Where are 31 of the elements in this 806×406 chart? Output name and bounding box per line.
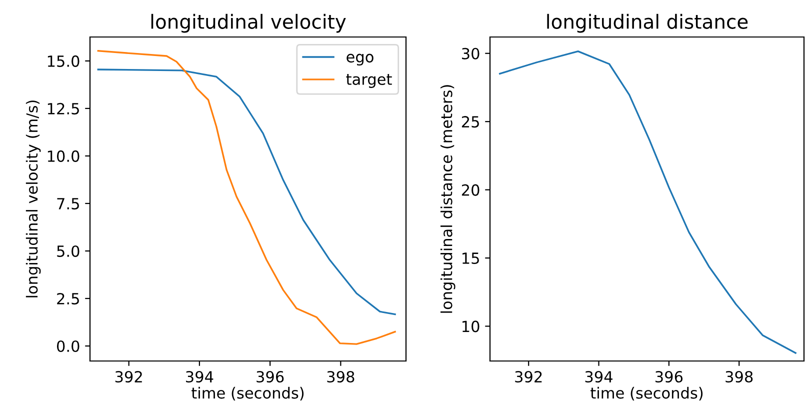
x-tick-label: 392: [515, 370, 542, 383]
y-tick-label: 20: [462, 184, 480, 196]
x-axis-title: time (seconds): [192, 386, 304, 401]
x-tick-label: 394: [186, 370, 214, 383]
x-tick-label: 396: [656, 370, 683, 383]
y-tick-label: 2.5: [57, 292, 79, 304]
x-tick-label: 398: [327, 370, 354, 383]
y-tick-label: 7.5: [57, 198, 79, 210]
line-series: [97, 50, 396, 345]
y-tick-label: 10: [462, 320, 480, 332]
legend-label: ego: [346, 54, 374, 66]
x-axis-title: time (seconds): [590, 386, 703, 401]
line-series: [498, 50, 796, 354]
x-tick-label: 398: [726, 370, 753, 383]
x-tick-label: 392: [115, 370, 142, 383]
chart-title: longitudinal velocity: [151, 14, 346, 33]
y-tick-label: 15: [462, 252, 479, 264]
y-tick-label: 0.0: [56, 340, 80, 352]
y-tick-label: 25: [462, 116, 479, 128]
line-series: [97, 68, 396, 316]
x-tick-label: 396: [256, 370, 284, 383]
y-axis-title: longitudinal velocity (m/s): [26, 100, 41, 298]
chart-title: longitudinal distance: [547, 14, 748, 33]
y-axis-title: longitudinal distance (meters): [440, 85, 456, 313]
legend-label: target: [346, 74, 392, 88]
y-tick-label: 5.0: [57, 245, 80, 257]
y-tick-label: 12.5: [48, 102, 79, 114]
y-tick-label: 10.0: [48, 150, 80, 162]
y-tick-label: 15.0: [48, 55, 80, 67]
x-tick-label: 394: [585, 370, 612, 383]
y-tick-label: 30: [462, 48, 480, 60]
